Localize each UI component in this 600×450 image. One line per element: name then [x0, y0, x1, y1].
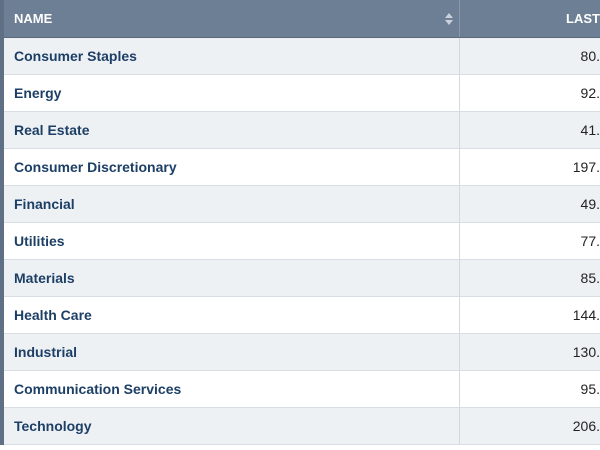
sector-last: 130.: [572, 344, 600, 360]
sector-name[interactable]: Industrial: [4, 334, 460, 370]
sector-name[interactable]: Energy: [4, 75, 460, 111]
sector-last: 49.: [580, 196, 600, 212]
column-header-name[interactable]: NAME: [4, 0, 460, 37]
column-header-name-label: NAME: [14, 11, 53, 26]
table-row[interactable]: Materials 85.: [4, 260, 600, 297]
sector-name[interactable]: Real Estate: [4, 112, 460, 148]
sector-last: 85.: [580, 270, 600, 286]
table-row[interactable]: Consumer Discretionary 197.: [4, 149, 600, 186]
table-row[interactable]: Industrial 130.: [4, 334, 600, 371]
sector-last: 197.: [572, 159, 600, 175]
sector-last: 77.: [580, 233, 600, 249]
table-row[interactable]: Real Estate 41.: [4, 112, 600, 149]
table-row[interactable]: Utilities 77.: [4, 223, 600, 260]
table-row[interactable]: Communication Services 95.: [4, 371, 600, 408]
sector-last: 95.: [580, 381, 600, 397]
table-header: NAME LAST: [4, 0, 600, 38]
column-header-last[interactable]: LAST: [460, 0, 600, 37]
sector-last: 92.: [580, 85, 600, 101]
table-row[interactable]: Consumer Staples 80.: [4, 38, 600, 75]
sector-last: 206.: [572, 418, 600, 434]
sector-last: 41.: [580, 122, 600, 138]
sector-name[interactable]: Utilities: [4, 223, 460, 259]
sector-name[interactable]: Consumer Discretionary: [4, 149, 460, 185]
sector-name[interactable]: Communication Services: [4, 371, 460, 407]
table-row[interactable]: Health Care 144.: [4, 297, 600, 334]
table-row[interactable]: Financial 49.: [4, 186, 600, 223]
sector-name[interactable]: Materials: [4, 260, 460, 296]
sector-last: 80.: [580, 48, 600, 64]
column-header-last-label: LAST: [566, 11, 600, 26]
sort-icon[interactable]: [445, 12, 453, 25]
table-row[interactable]: Energy 92.: [4, 75, 600, 112]
sector-name[interactable]: Health Care: [4, 297, 460, 333]
sector-last: 144.: [572, 307, 600, 323]
sector-name[interactable]: Financial: [4, 186, 460, 222]
table-row[interactable]: Technology 206.: [4, 408, 600, 445]
sector-name[interactable]: Technology: [4, 408, 460, 444]
sector-name[interactable]: Consumer Staples: [4, 38, 460, 74]
